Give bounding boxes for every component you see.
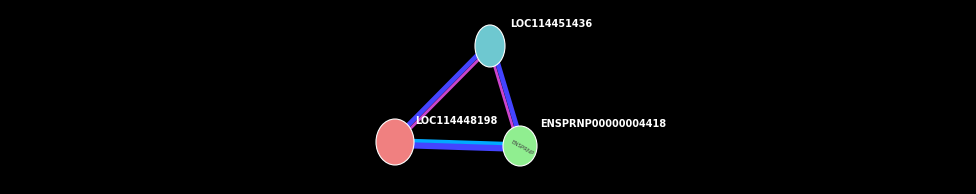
Text: LOC114448198: LOC114448198 bbox=[415, 116, 498, 126]
Text: ENSPRNP00000004418: ENSPRNP00000004418 bbox=[540, 119, 667, 129]
Ellipse shape bbox=[475, 25, 505, 67]
Text: LOC114451436: LOC114451436 bbox=[510, 19, 592, 29]
Ellipse shape bbox=[376, 119, 414, 165]
Ellipse shape bbox=[503, 126, 537, 166]
Text: ENSPRNP: ENSPRNP bbox=[509, 139, 534, 157]
